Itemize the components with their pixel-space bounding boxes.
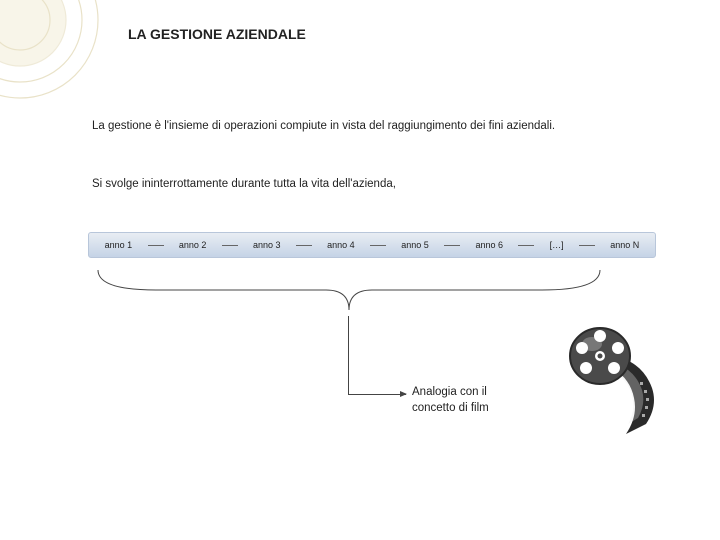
timeline-item: anno N xyxy=(610,240,639,250)
timeline-bar: anno 1 anno 2 anno 3 anno 4 anno 5 anno 6 […] a… xyxy=(88,232,656,258)
brace-under-timeline xyxy=(96,268,602,312)
connector-arrow xyxy=(348,394,406,395)
connector-vertical-1 xyxy=(348,316,349,364)
timeline-separator xyxy=(579,245,595,246)
timeline-item: anno 1 xyxy=(105,240,133,250)
paragraph-2: Si svolge ininterrottamente durante tutt… xyxy=(92,176,660,193)
timeline-separator xyxy=(296,245,312,246)
timeline-item: anno 3 xyxy=(253,240,281,250)
slide-title: LA GESTIONE AZIENDALE xyxy=(128,26,306,42)
timeline-item: anno 2 xyxy=(179,240,207,250)
timeline-separator xyxy=(370,245,386,246)
timeline-item: anno 5 xyxy=(401,240,429,250)
timeline-item: anno 4 xyxy=(327,240,355,250)
paragraph-1: La gestione è l'insieme di operazioni co… xyxy=(92,118,660,135)
timeline-item: anno 6 xyxy=(475,240,503,250)
analogy-text: Analogia con il concetto di film xyxy=(412,384,489,416)
timeline-item: […] xyxy=(550,240,564,250)
timeline-separator xyxy=(444,245,460,246)
timeline-separator xyxy=(222,245,238,246)
film-reel-illustration xyxy=(554,316,674,436)
connector-vertical-2 xyxy=(348,364,349,394)
timeline-separator xyxy=(518,245,534,246)
timeline-separator xyxy=(148,245,164,246)
